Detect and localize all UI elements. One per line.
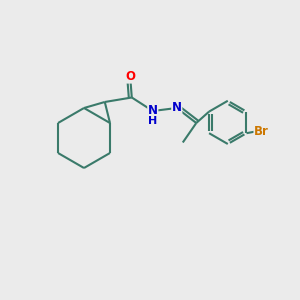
Text: N: N <box>148 104 158 118</box>
Text: Br: Br <box>254 125 269 138</box>
Text: O: O <box>125 70 135 83</box>
Text: H: H <box>148 116 157 126</box>
Text: N: N <box>172 101 182 115</box>
